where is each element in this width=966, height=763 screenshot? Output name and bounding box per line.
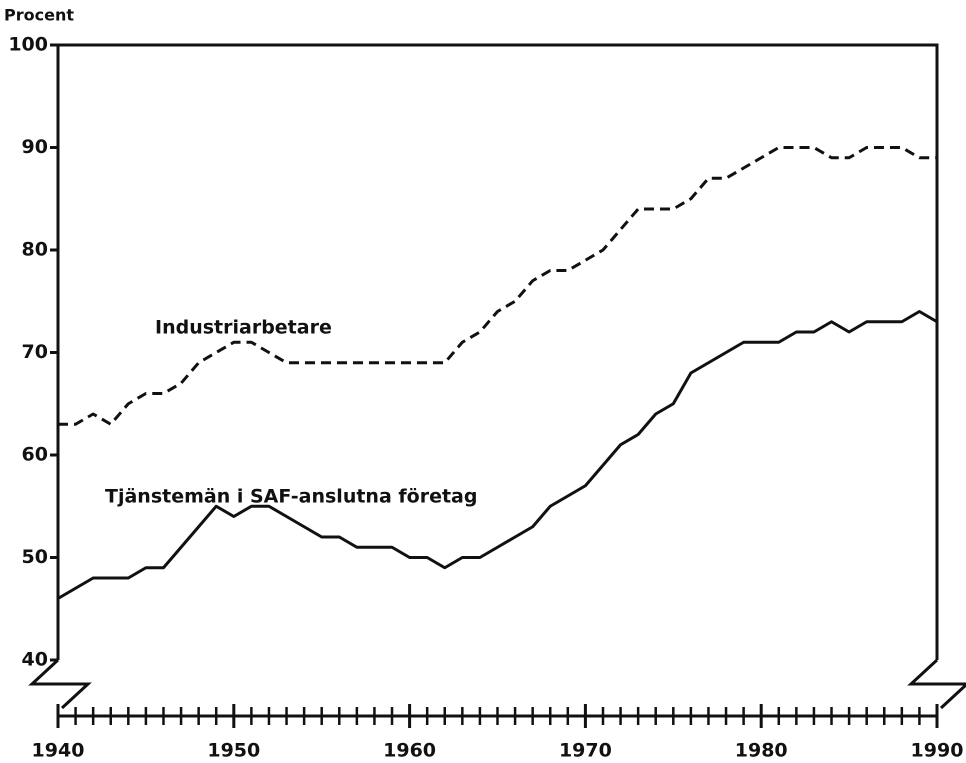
y-tick-label: 50 (22, 546, 48, 568)
plot-frame (56, 43, 939, 660)
y-tick-label: 40 (22, 649, 48, 671)
series-line (57, 310, 938, 600)
y-tick-label: 90 (22, 136, 48, 158)
x-tick-label: 1990 (911, 740, 964, 762)
y-tick-label: 70 (22, 341, 48, 363)
series-label: Industriarbetare (155, 317, 332, 339)
x-tick-label: 1960 (383, 740, 436, 762)
series-label: Tjänstemän i SAF-anslutna företag (105, 486, 477, 508)
y-axis-label: Procent (4, 6, 74, 25)
axis-break (907, 658, 966, 710)
x-tick-label: 1970 (559, 740, 612, 762)
x-tick-label: 1940 (32, 740, 85, 762)
y-tick-label: 60 (22, 444, 48, 466)
axis-break (28, 658, 92, 710)
x-tick-label: 1950 (207, 740, 260, 762)
x-tick-label: 1980 (735, 740, 788, 762)
y-tick-label: 100 (8, 34, 48, 56)
y-tick-label: 80 (22, 239, 48, 261)
series-line (58, 146, 937, 426)
